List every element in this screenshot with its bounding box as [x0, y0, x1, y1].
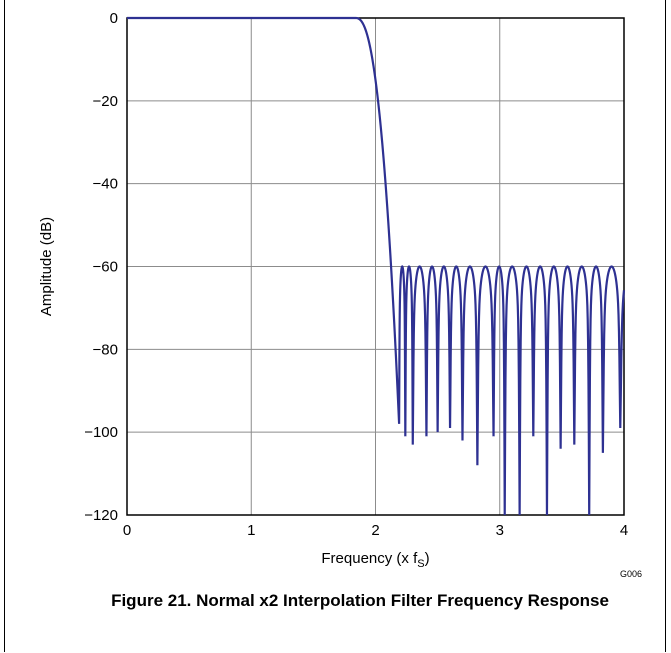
y-tick-labels: 0 −20 −40 −60 −80 −100 −120 — [84, 10, 118, 524]
y-tick-label: −40 — [93, 176, 118, 193]
y-tick-label: −60 — [93, 259, 118, 276]
amplitude-chart: 0 −20 −40 −60 −80 −100 −120 0 1 2 3 4 Frequency (x… — [38, 10, 628, 570]
y-axis-title: Amplitude (dB) — [38, 217, 55, 316]
y-tick-label: −20 — [93, 93, 118, 110]
y-tick-label: −100 — [84, 424, 118, 441]
figure-caption: Figure 21. Normal x2 Interpolation Filte… — [111, 591, 609, 610]
x-tick-label: 0 — [123, 522, 131, 539]
y-tick-label: −120 — [84, 507, 118, 524]
x-tick-label: 4 — [620, 522, 628, 539]
x-tick-labels: 0 1 2 3 4 — [123, 522, 628, 539]
figure-frame — [4, 0, 666, 652]
x-tick-label: 2 — [371, 522, 379, 539]
y-tick-label: 0 — [110, 10, 118, 27]
x-axis-title: Frequency (x fS) — [321, 550, 429, 570]
x-tick-label: 3 — [496, 522, 504, 539]
y-tick-label: −80 — [93, 341, 118, 358]
plot-area — [126, 17, 625, 516]
x-tick-label: 1 — [247, 522, 255, 539]
chart-grid — [127, 18, 624, 515]
frequency-response-line — [127, 16, 626, 516]
figure-code: G006 — [620, 569, 643, 579]
